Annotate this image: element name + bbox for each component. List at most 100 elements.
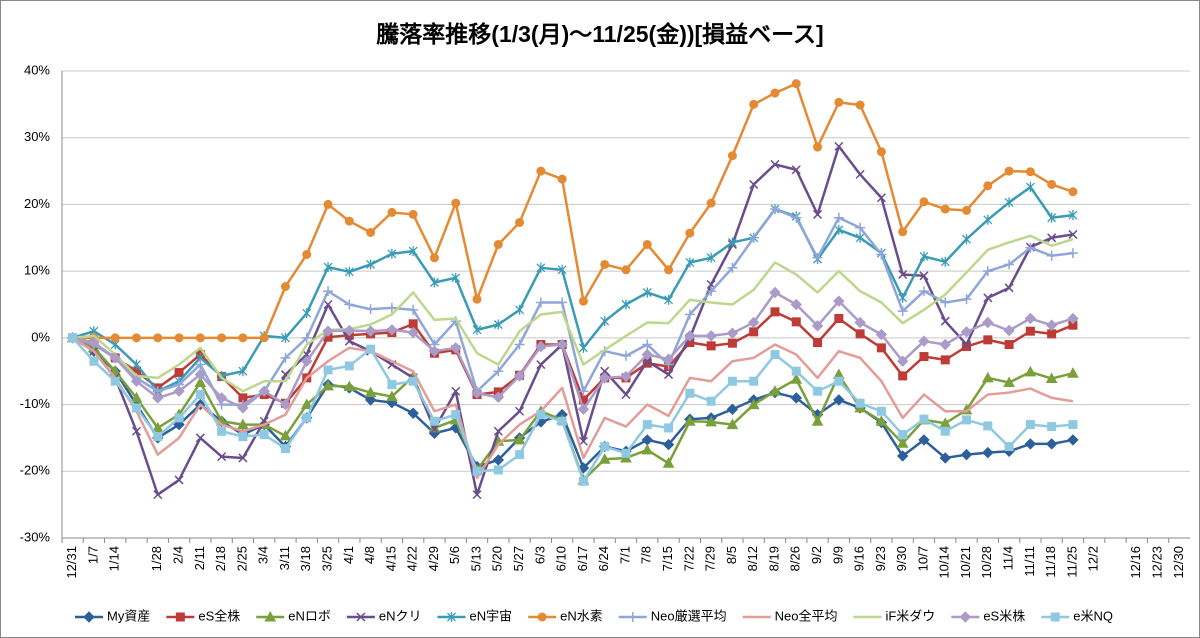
marker bbox=[1004, 166, 1014, 176]
marker bbox=[813, 338, 823, 348]
x-tick-label: 9/2 bbox=[809, 546, 824, 564]
marker bbox=[68, 333, 78, 343]
x-tick-label: 8/19 bbox=[766, 546, 781, 571]
marker bbox=[791, 212, 802, 223]
marker bbox=[939, 452, 951, 464]
x-tick-label: 6/24 bbox=[596, 546, 611, 571]
marker bbox=[366, 259, 376, 270]
marker bbox=[662, 353, 675, 365]
marker bbox=[813, 142, 823, 152]
marker bbox=[194, 376, 207, 388]
marker bbox=[983, 181, 993, 191]
marker bbox=[557, 174, 567, 184]
marker bbox=[685, 257, 695, 268]
legend-label: eNクリ bbox=[379, 608, 422, 623]
marker bbox=[896, 437, 909, 448]
marker bbox=[492, 391, 505, 403]
x-tick-label: 9/9 bbox=[830, 546, 845, 564]
marker bbox=[600, 316, 610, 327]
marker bbox=[919, 352, 929, 362]
marker bbox=[727, 237, 737, 248]
marker bbox=[302, 308, 312, 319]
marker bbox=[493, 239, 503, 249]
marker bbox=[940, 256, 950, 267]
marker bbox=[834, 376, 844, 386]
marker bbox=[131, 333, 141, 343]
marker bbox=[217, 333, 227, 343]
marker bbox=[620, 370, 632, 383]
marker bbox=[386, 324, 398, 336]
marker bbox=[747, 316, 760, 329]
marker bbox=[854, 316, 866, 329]
marker bbox=[1046, 250, 1057, 261]
x-tick-label: 4/15 bbox=[383, 546, 398, 571]
marker bbox=[1024, 365, 1037, 377]
marker bbox=[131, 403, 141, 413]
series bbox=[71, 336, 1074, 480]
marker bbox=[131, 426, 142, 436]
marker bbox=[238, 453, 248, 463]
x-tick-label: 9/16 bbox=[852, 546, 867, 571]
marker bbox=[813, 209, 823, 219]
marker bbox=[408, 246, 418, 257]
y-tick-label: 0% bbox=[31, 329, 50, 344]
x-tick-label: 8/26 bbox=[788, 546, 803, 571]
marker bbox=[983, 421, 993, 431]
marker bbox=[812, 252, 823, 263]
marker bbox=[195, 359, 206, 370]
marker bbox=[386, 390, 398, 402]
marker bbox=[833, 394, 845, 406]
marker bbox=[130, 375, 143, 387]
marker bbox=[302, 249, 312, 259]
marker bbox=[749, 376, 759, 386]
marker bbox=[515, 217, 525, 227]
x-tick-label: 8/5 bbox=[724, 546, 739, 564]
marker bbox=[747, 398, 760, 410]
marker bbox=[344, 216, 354, 226]
marker bbox=[706, 396, 716, 406]
marker bbox=[749, 179, 759, 189]
marker bbox=[790, 298, 802, 311]
marker bbox=[685, 388, 695, 398]
marker bbox=[578, 296, 588, 306]
marker bbox=[875, 415, 888, 426]
marker bbox=[408, 376, 418, 386]
marker bbox=[110, 376, 120, 386]
marker bbox=[726, 403, 739, 415]
marker bbox=[770, 350, 780, 360]
marker bbox=[344, 266, 354, 277]
marker bbox=[1004, 197, 1014, 208]
marker bbox=[706, 198, 716, 208]
marker bbox=[152, 392, 164, 404]
marker bbox=[898, 371, 908, 381]
marker bbox=[1045, 438, 1058, 450]
y-tick-label: 30% bbox=[24, 129, 50, 144]
marker bbox=[88, 336, 100, 349]
marker bbox=[429, 416, 439, 426]
line bbox=[71, 336, 1074, 480]
marker bbox=[791, 165, 801, 175]
marker bbox=[493, 319, 503, 330]
marker bbox=[876, 147, 886, 157]
legend-label: Neo全平均 bbox=[775, 608, 838, 623]
x-tick-label: 7/22 bbox=[681, 546, 696, 571]
marker bbox=[1003, 324, 1015, 337]
marker bbox=[215, 392, 228, 404]
x-tick-label: 12/31 bbox=[64, 546, 79, 579]
marker bbox=[770, 307, 780, 317]
x-tick-label: 12/16 bbox=[1128, 546, 1143, 579]
marker bbox=[664, 370, 674, 380]
marker bbox=[387, 248, 397, 259]
marker bbox=[258, 385, 270, 397]
series bbox=[68, 333, 1078, 486]
legend-marker bbox=[83, 611, 95, 623]
x-tick-label: 10/21 bbox=[958, 546, 973, 579]
marker bbox=[811, 320, 824, 332]
marker bbox=[515, 304, 525, 315]
marker bbox=[535, 340, 547, 353]
marker bbox=[621, 350, 631, 361]
marker bbox=[578, 386, 589, 397]
x-tick-label: 5/20 bbox=[490, 546, 505, 571]
marker bbox=[983, 293, 993, 303]
